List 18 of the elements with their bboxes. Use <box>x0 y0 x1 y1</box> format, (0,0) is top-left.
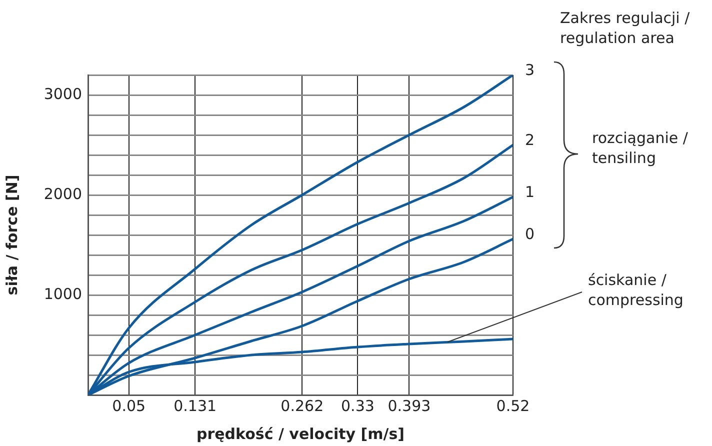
x-tick-label: 0.131 <box>174 396 217 415</box>
text: Zakres regulacji / regulation area <box>560 8 691 48</box>
x-tick-label: 0.05 <box>112 396 146 415</box>
y-tick-label: 3000 <box>44 84 82 103</box>
series-label: 2 <box>525 130 535 149</box>
y-tick-label: 1000 <box>44 284 82 303</box>
x-tick-label: 0.393 <box>388 396 431 415</box>
x-axis-title: prędkość / velocity [m/s] <box>196 424 405 443</box>
x-tick-label: 0.52 <box>496 396 530 415</box>
annotation: ściskanie / compressing <box>588 270 684 310</box>
text: rozciąganie / tensiling <box>592 128 689 168</box>
series-label: 1 <box>525 182 535 201</box>
x-tick-label: 0.262 <box>280 396 324 415</box>
series-label: 0 <box>525 224 535 243</box>
x-tick-label: 0.33 <box>341 396 374 415</box>
y-tick-label: 2000 <box>44 184 82 203</box>
y-axis-title: siła / force [N] <box>2 174 21 296</box>
series-label: 3 <box>525 60 535 79</box>
